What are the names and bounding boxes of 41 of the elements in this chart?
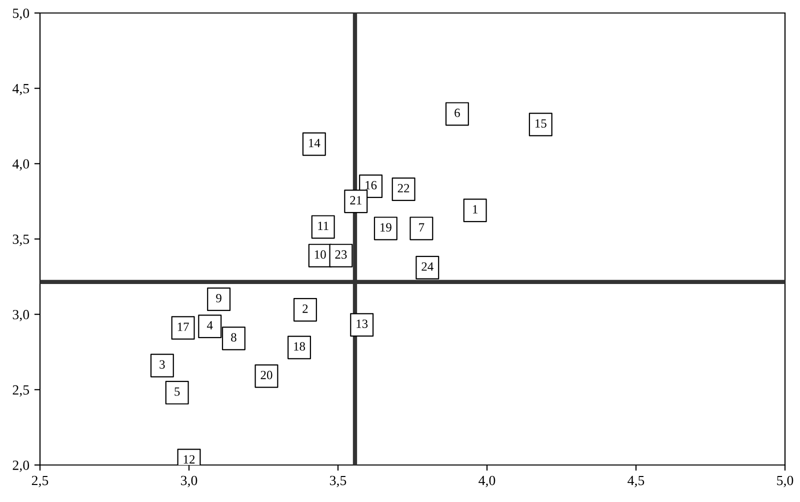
x-tick-label: 4,0: [478, 476, 496, 488]
annotation: 24: [422, 262, 434, 271]
point: [150, 354, 174, 378]
annotation: 4: [206, 321, 213, 330]
point: [293, 298, 317, 322]
annotation: 11: [318, 222, 328, 230]
annotation: 17: [178, 322, 189, 331]
y-tick-label: 3,5: [12, 234, 30, 246]
annotation: 3: [160, 360, 165, 369]
x-tick-label: 4,5: [628, 476, 644, 488]
point: [222, 326, 246, 350]
point: [207, 288, 231, 312]
x-tick-label: 3,0: [180, 476, 198, 488]
annotation: 16: [366, 180, 377, 190]
annotation: 15: [535, 119, 546, 128]
annotation: 7: [419, 223, 424, 232]
annotation: 18: [294, 342, 306, 351]
annotation: 22: [398, 184, 410, 192]
annotation: 2: [302, 304, 308, 313]
annotation: 21: [350, 196, 362, 204]
annotation: 13: [356, 320, 368, 328]
x-tick-label: 2,5: [32, 476, 48, 488]
annotation: 8: [231, 333, 236, 342]
annotation: 20: [260, 370, 272, 380]
y-tick-label: 5,0: [13, 8, 30, 20]
x-tick-label: 3,5: [330, 476, 346, 488]
y-tick-label: 4,0: [12, 159, 30, 171]
point: [445, 102, 469, 126]
annotation: 9: [216, 294, 222, 302]
annotation: 14: [309, 138, 320, 148]
annotation: 6: [454, 108, 460, 118]
annotation: 10: [314, 250, 326, 259]
y-tick-label: 4,5: [12, 84, 30, 96]
annotation: 23: [335, 250, 347, 259]
y-tick-label: 3,0: [12, 310, 30, 322]
x-tick-label: 5,0: [777, 476, 794, 488]
y-tick-label: 2,0: [12, 460, 30, 472]
annotation: 1: [473, 205, 478, 214]
annotation: 5: [174, 388, 180, 396]
y-tick-label: 2,5: [12, 385, 30, 397]
annotation: 19: [380, 223, 392, 232]
